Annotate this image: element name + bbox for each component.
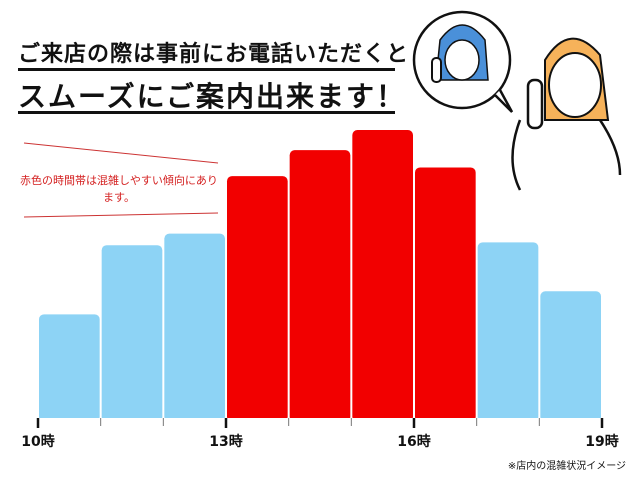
tick-label: 13時 [209, 433, 242, 450]
phone-call-illustration [412, 10, 622, 191]
tick-label: 19時 [585, 433, 618, 450]
bar-15時 [352, 130, 413, 422]
chart-caption: ※店内の混雑状況イメージ [507, 461, 626, 472]
tick-label: 10時 [21, 433, 54, 450]
busy-note: 赤色の時間帯は混雑しやすい傾向にあります。 [20, 174, 218, 204]
divider [18, 68, 395, 71]
bar-16時 [415, 167, 476, 422]
divider [18, 111, 395, 114]
bar-18時 [540, 291, 601, 422]
tick-label: 16時 [397, 433, 430, 450]
note-line-bottom [23, 212, 219, 218]
bar-10時 [39, 314, 100, 422]
bar-17時 [477, 242, 539, 422]
bar-14時 [289, 150, 351, 422]
bar-11時 [101, 245, 163, 422]
bar-13時 [227, 176, 288, 422]
bar-12時 [164, 233, 225, 422]
headline-line-1: ご来店の際は事前にお電話いただくと [18, 42, 410, 67]
headline-line-2: スムーズにご案内出来ます！ [18, 80, 407, 113]
note-line-top [23, 142, 219, 164]
